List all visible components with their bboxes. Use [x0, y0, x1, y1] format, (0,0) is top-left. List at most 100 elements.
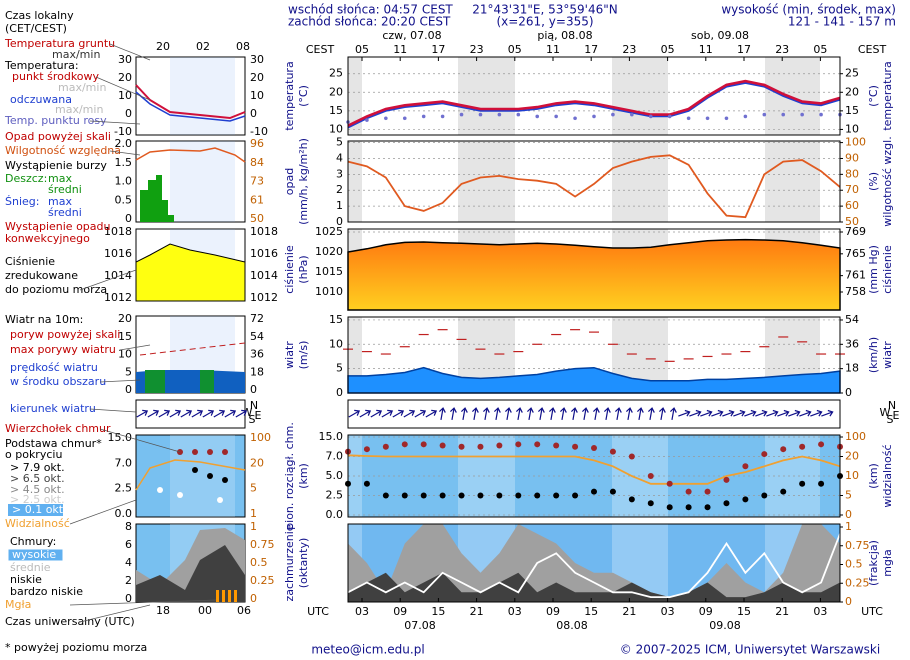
mini-hour: 08: [236, 40, 250, 53]
wind-arrow: [592, 407, 600, 421]
y2-axis-label: (km/h): [867, 337, 880, 373]
legend-text: Czas lokalny: [5, 9, 74, 22]
y-tick-label: 0: [336, 386, 343, 399]
mini-tick-label: 5: [125, 365, 132, 378]
y-axis-label: temperatura: [283, 61, 296, 130]
wind-arrow: [537, 407, 545, 421]
panel-frame: [347, 523, 841, 603]
leader-line: [99, 379, 141, 383]
night-band: [348, 317, 362, 393]
mini-night: [170, 141, 235, 222]
wind-arrow: [370, 409, 383, 418]
y2-axis-label: (°C): [867, 85, 880, 107]
hour-label: 23: [622, 43, 636, 56]
mini-tick-label: 100: [250, 431, 271, 444]
mini-bg: [135, 56, 246, 136]
series-dot: [477, 492, 484, 499]
y-tick-label: 1025: [315, 225, 343, 238]
legend-text: średni: [48, 206, 82, 219]
hour-label: 21: [775, 605, 789, 618]
footnote: * powyżej poziomu morza: [5, 641, 147, 654]
wind-arrow: [359, 409, 372, 418]
mini-tick-label: 10: [250, 89, 264, 102]
y-axis-label: wiatr: [283, 341, 296, 369]
legend-text: Wilgotność względna: [5, 144, 121, 157]
mini-tick-label: 2.0: [115, 137, 133, 150]
y-tick-label: 2: [336, 183, 343, 196]
hour-label: 09: [699, 605, 713, 618]
leader-line: [89, 120, 141, 125]
sunset: zachód słońca: 20:20 CEST: [288, 15, 451, 29]
mini-tick-label: 0: [125, 592, 132, 605]
y-tick-label: 15: [329, 313, 343, 326]
legend-text: Wierzchołek chmur: [5, 422, 111, 435]
wind-arrow: [403, 409, 416, 418]
series-dot: [781, 112, 786, 117]
wind-arrow: [625, 407, 633, 421]
mini-tick-label: 5: [250, 482, 257, 495]
day-label: pią, 08.08: [537, 29, 592, 42]
email[interactable]: meteo@icm.edu.pl: [311, 643, 424, 657]
y2-tick-label: 0: [845, 386, 852, 399]
wind-arrow: [425, 409, 438, 418]
y-axis-label: (km): [297, 463, 310, 489]
series-dot: [818, 480, 825, 487]
series-dot: [496, 442, 503, 449]
mini-press: [135, 243, 246, 302]
mini-tick-label: 1018: [104, 225, 132, 238]
wind-arrow: [810, 409, 823, 417]
wind-arrow: [180, 409, 193, 418]
leader-line: [69, 499, 137, 525]
panel-frame: [347, 140, 841, 223]
mini-fog: [216, 590, 219, 602]
series-dot: [363, 446, 370, 453]
compass-n: N: [250, 399, 258, 412]
series-dot: [573, 116, 577, 121]
mini-tick-label: 6: [125, 538, 132, 551]
series-dot: [761, 451, 768, 458]
series-dot: [628, 453, 635, 460]
mini-night: [170, 435, 235, 517]
legend-text: max/min: [55, 103, 103, 116]
y-axis-label: (hPa): [297, 255, 310, 283]
y2-axis-label: (km): [867, 463, 880, 489]
legend-text: do poziomu morza: [5, 283, 107, 296]
series-area: [347, 366, 841, 394]
compass-s: S: [249, 413, 256, 426]
wind-arrow: [777, 409, 790, 417]
mini-gust: [139, 342, 246, 356]
panel-frame: [347, 228, 841, 311]
leader-line: [89, 408, 137, 413]
y-tick-label: 0: [336, 215, 343, 228]
y2-tick-label: 90: [845, 151, 859, 164]
legend-text: Podstawa chmur*: [5, 437, 102, 450]
series-dot: [478, 112, 483, 117]
wind-arrow: [471, 407, 479, 421]
hour-label: 05: [661, 43, 675, 56]
mini-tick-label: 7.0: [115, 456, 133, 469]
wind-arrow: [460, 407, 468, 421]
mini-temp: [135, 84, 246, 120]
mini-tick-label: 0: [250, 383, 257, 396]
mini-tick-label: 15.0: [108, 431, 133, 444]
series-dot: [799, 443, 806, 450]
time-label: CEST: [858, 43, 887, 56]
series-dot: [630, 112, 634, 117]
mini-tick-label: 30: [118, 53, 132, 66]
y2-axis-label: ciśnienie: [881, 245, 894, 294]
mini-hum: [135, 147, 246, 163]
series-area: [348, 572, 840, 602]
panel-frame: [347, 434, 841, 518]
series-dot: [800, 112, 804, 117]
legend-text: Temp. punktu rosy: [4, 114, 107, 127]
wind-arrow: [147, 409, 160, 418]
mini-vis: [135, 459, 246, 491]
legend-text: prędkość wiatru: [10, 361, 98, 374]
y2-tick-label: 0.25: [845, 576, 870, 589]
y-tick-label: 1015: [315, 265, 343, 278]
y-tick-label: 10: [329, 337, 343, 350]
series-dot: [459, 112, 464, 117]
mini-tick-label: 0.5: [115, 193, 133, 206]
y2-axis-label: (%): [867, 172, 880, 191]
mini-night: [170, 57, 235, 135]
